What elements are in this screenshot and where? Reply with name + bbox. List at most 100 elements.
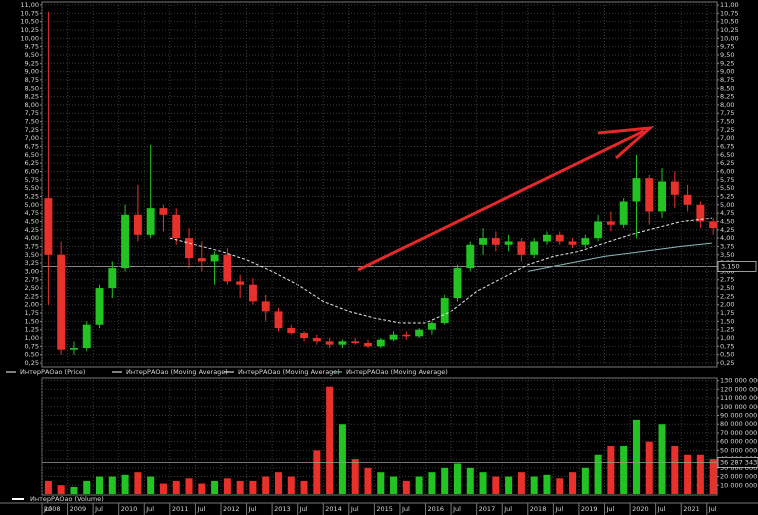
volume-bar	[466, 467, 474, 494]
volume-bar	[223, 478, 231, 494]
y-tick-label: 3,50	[25, 251, 39, 259]
candle-body	[504, 241, 513, 245]
x-tick-label: Jul	[43, 505, 52, 513]
x-tick-label: Jul	[145, 505, 154, 513]
volume-bar	[696, 454, 704, 494]
y-tick-label: 7,25	[720, 126, 734, 134]
candle-body	[466, 244, 475, 269]
candle-body	[146, 208, 155, 235]
y-tick-label: 0,50	[25, 351, 39, 359]
x-tick-label: Jul	[401, 505, 410, 513]
volume-bar	[709, 459, 717, 494]
y-tick-label: 4,75	[720, 209, 734, 217]
volume-bar	[517, 472, 525, 494]
x-tick-label: 2018	[530, 505, 547, 513]
y-tick-label: 10,00	[720, 34, 739, 42]
y-tick-label: 10,25	[720, 26, 739, 34]
x-tick-label: 2015	[376, 505, 393, 513]
volume-bar	[632, 419, 640, 494]
arrow-head	[597, 126, 655, 160]
volume-bar	[159, 483, 167, 494]
candle-body	[57, 254, 66, 350]
y-tick-label: 7,50	[720, 118, 734, 126]
y-tick-label: 8,75	[25, 76, 39, 84]
candle-body	[133, 214, 142, 235]
y-tick-label: 4,50	[720, 217, 734, 225]
volume-bar	[274, 472, 283, 494]
volume-bar	[287, 476, 295, 494]
candle-body	[581, 238, 590, 245]
moving-average-line	[169, 217, 712, 324]
volume-bar	[57, 485, 65, 494]
y-tick-label: 7,00	[25, 134, 39, 142]
x-tick-label: Jul	[503, 505, 512, 513]
y-tick-label: 5,25	[25, 192, 39, 200]
y-tick-label: 20 000 000	[720, 473, 757, 481]
y-tick-label: 8,25	[25, 93, 39, 101]
volume-bar	[581, 467, 589, 494]
volume-bar	[428, 472, 436, 494]
y-tick-label: 3,75	[720, 242, 734, 250]
volume-bar	[415, 476, 423, 494]
volume-bar	[147, 476, 155, 494]
volume-bar	[236, 480, 244, 494]
candle-body	[82, 324, 91, 349]
y-tick-label: 5,75	[25, 176, 39, 184]
x-tick-label: 2011	[172, 505, 189, 513]
volume-panel-frame	[41, 377, 718, 496]
candle-body	[658, 181, 666, 212]
volume-bar	[44, 480, 52, 494]
volume-bar	[338, 424, 346, 494]
candle-body	[108, 268, 117, 289]
x-tick-label: Jul	[554, 505, 563, 513]
y-tick-label: 7,00	[720, 134, 734, 142]
candle-body	[338, 341, 347, 345]
candle-body	[543, 234, 551, 242]
candle-body	[683, 194, 692, 205]
candle-body	[248, 284, 257, 302]
y-tick-label: 3,75	[25, 242, 39, 250]
x-tick-label: 2009	[70, 505, 87, 513]
y-tick-label: 5,25	[720, 192, 734, 200]
y-tick-label: 10 000 000	[720, 481, 757, 489]
y-tick-label: 5,50	[25, 184, 39, 192]
y-tick-label: 90 000 000	[720, 412, 757, 420]
candle-body	[530, 241, 539, 255]
candle-body	[210, 254, 219, 262]
x-tick-label: Jul	[94, 505, 103, 513]
candle-body	[95, 288, 104, 325]
volume-bar	[198, 483, 206, 494]
candle-body	[300, 333, 309, 339]
volume-bar	[249, 480, 257, 494]
candle-body	[479, 238, 488, 245]
y-tick-label: 6,00	[25, 168, 39, 176]
x-tick-label: 2010	[121, 505, 138, 513]
legend-label: ИнтерРАОао (Moving Average)	[238, 368, 340, 376]
volume-bar	[96, 476, 104, 494]
y-tick-label: 2,00	[720, 301, 734, 309]
x-tick-label: 2012	[223, 505, 240, 513]
arrow-shaft	[357, 129, 645, 272]
y-tick-label: 6,50	[25, 151, 39, 159]
candle-body	[670, 181, 679, 195]
volume-bar	[390, 476, 398, 494]
y-tick-label: 30 000 000	[720, 464, 757, 472]
candle-body	[364, 343, 372, 347]
candle-body	[517, 241, 526, 255]
y-tick-label: 9,50	[25, 51, 39, 59]
candle-body	[261, 301, 270, 312]
volume-bar	[658, 424, 666, 494]
y-tick-label: 50 000 000	[720, 446, 757, 454]
legend-label: ИнтерРАОао (Volume)	[30, 495, 104, 503]
y-tick-label: 60 000 000	[720, 438, 757, 446]
y-tick-label: 10,25	[20, 26, 39, 34]
y-tick-label: 2,00	[25, 301, 39, 309]
y-tick-label: 4,25	[720, 226, 734, 234]
y-tick-label: 9,75	[720, 43, 734, 51]
candle-body	[376, 339, 385, 347]
y-tick-label: 7,75	[720, 109, 734, 117]
y-tick-label: 1,75	[25, 309, 39, 317]
y-tick-label: 9,25	[720, 59, 734, 67]
candle-body	[427, 323, 436, 330]
candle-body	[44, 198, 53, 255]
